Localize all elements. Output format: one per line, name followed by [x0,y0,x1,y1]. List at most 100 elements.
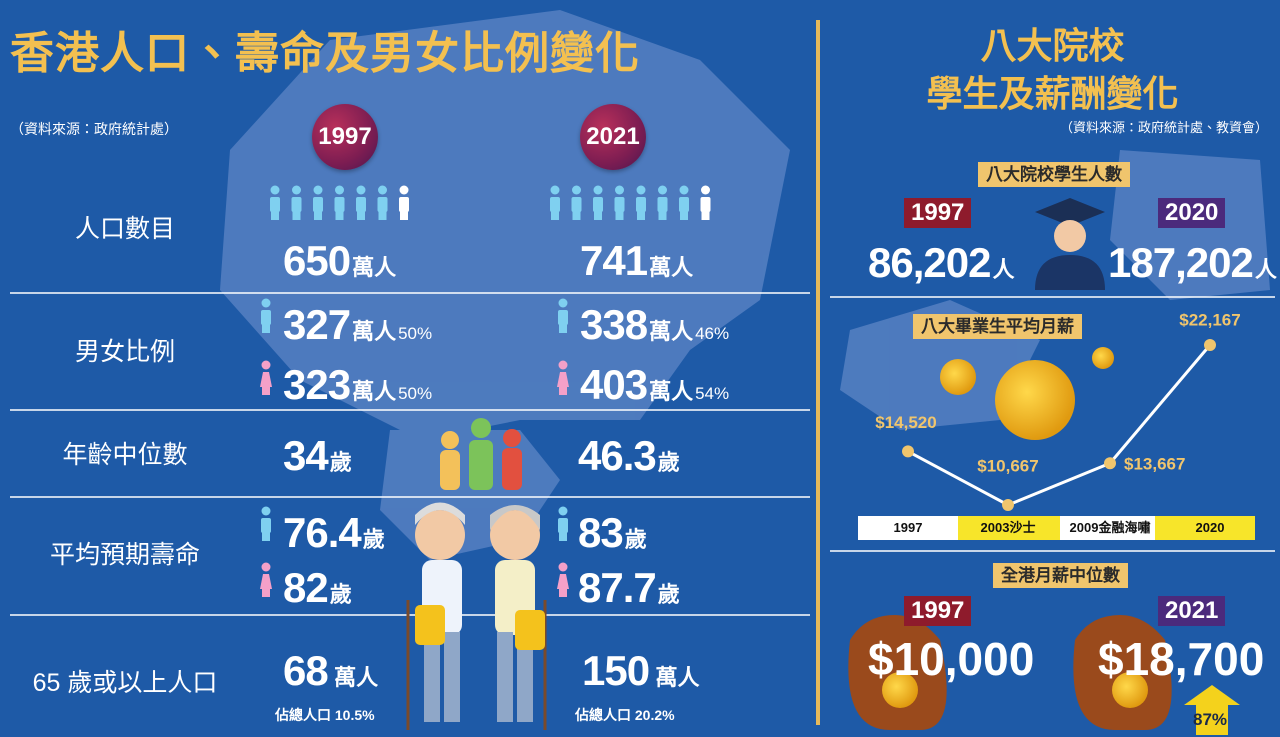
person-body [679,197,689,212]
person-leg [559,386,567,395]
number: 68 [283,647,329,694]
number: 327 [283,301,351,348]
person-body [377,197,388,212]
year-circle: 1997 [312,104,378,170]
person-leg [314,211,322,220]
figure-body [502,448,522,490]
person-head [593,185,603,195]
salary-point [902,445,914,458]
gown [1035,255,1105,290]
head [490,510,540,560]
median-age-cell: 46.3歲 [578,435,680,477]
figure-head [503,429,521,447]
share: 54% [695,384,730,403]
population-cell: 650萬人 [283,240,396,282]
students-cell: 86,202人 [868,242,1014,284]
person-icon [557,562,569,597]
person-head [572,185,581,195]
cap [1035,198,1105,226]
graduate-icon [1035,198,1105,290]
person-leg [262,386,270,395]
elderly-couple [406,502,547,730]
person-body [260,372,272,387]
population-cell: 741萬人 [580,240,693,282]
left-source: （資料來源：政府統計處） [10,121,178,137]
salary-point [1002,499,1014,511]
person-icon [571,185,582,220]
person-icon [377,185,388,220]
person-leg [559,588,567,597]
unit: 人 [1254,257,1277,282]
person-body [557,372,569,387]
number: 150 [582,647,650,694]
left-title: 香港人口、壽命及男女比例變化 [10,29,640,78]
person-body [399,197,409,212]
head [1054,220,1086,252]
person-icon [334,185,345,220]
elderly-cell: 150 萬人 [582,650,700,692]
person-icon [260,360,272,395]
hair [415,502,465,525]
unit: 萬人 [352,319,397,344]
person-icon [558,506,568,541]
person-leg [262,324,270,333]
timeline-label: 2020 [1195,520,1225,535]
person-head [270,185,280,195]
person-head [378,185,387,195]
person-icon [558,298,568,333]
person-head [292,185,301,195]
elderly-note: 佔總人口 20.2% [575,707,675,723]
person-head [550,185,560,195]
unit: 歲 [362,527,385,552]
unit: 萬人 [649,379,694,404]
person-body [356,197,366,212]
person-head [356,185,366,195]
person-body [571,197,582,212]
watering-can [515,610,545,650]
number: 403 [580,361,648,408]
year-box: 1997 [904,596,972,626]
person-icon [270,185,280,220]
unit: 萬人 [649,255,694,280]
number: 187,202 [1108,239,1254,286]
leg [444,632,460,722]
person-body [636,197,646,212]
person-body [657,197,668,212]
coins [940,347,1114,440]
person-leg [335,211,344,220]
coin [882,672,918,708]
figure-head [441,431,459,449]
row-label: 男女比例 [74,338,175,366]
hair [490,505,540,530]
person-body [291,197,302,212]
unit: 歲 [329,582,352,607]
number: 323 [283,361,351,408]
person-head [261,562,271,572]
female-cell: 323萬人 50% [283,364,432,406]
unit: 萬人 [649,319,694,344]
person-leg [292,211,301,220]
person-head [558,298,568,308]
person-leg [637,211,645,220]
section-label: 八大院校學生人數 [978,162,1130,187]
number: 83 [578,509,624,556]
person-head [615,185,624,195]
person-leg [572,211,581,220]
leg [517,632,533,722]
number: 46.3 [578,432,657,479]
person-icon [614,185,625,220]
person-body [558,518,568,533]
person-leg [357,211,365,220]
row-label: 人口數目 [74,215,175,243]
person-icon [260,562,272,597]
person-head [636,185,646,195]
female-life-cell: 82歲 [283,567,352,609]
right-source: （資料來源：政府統計處、教資會） [1059,120,1268,135]
person-body [261,310,271,325]
person-leg [658,211,667,220]
person-body [700,197,711,212]
bag [1073,615,1172,730]
person-body [261,518,271,533]
growth-label: 87% [1193,710,1228,729]
person-leg [400,211,408,220]
